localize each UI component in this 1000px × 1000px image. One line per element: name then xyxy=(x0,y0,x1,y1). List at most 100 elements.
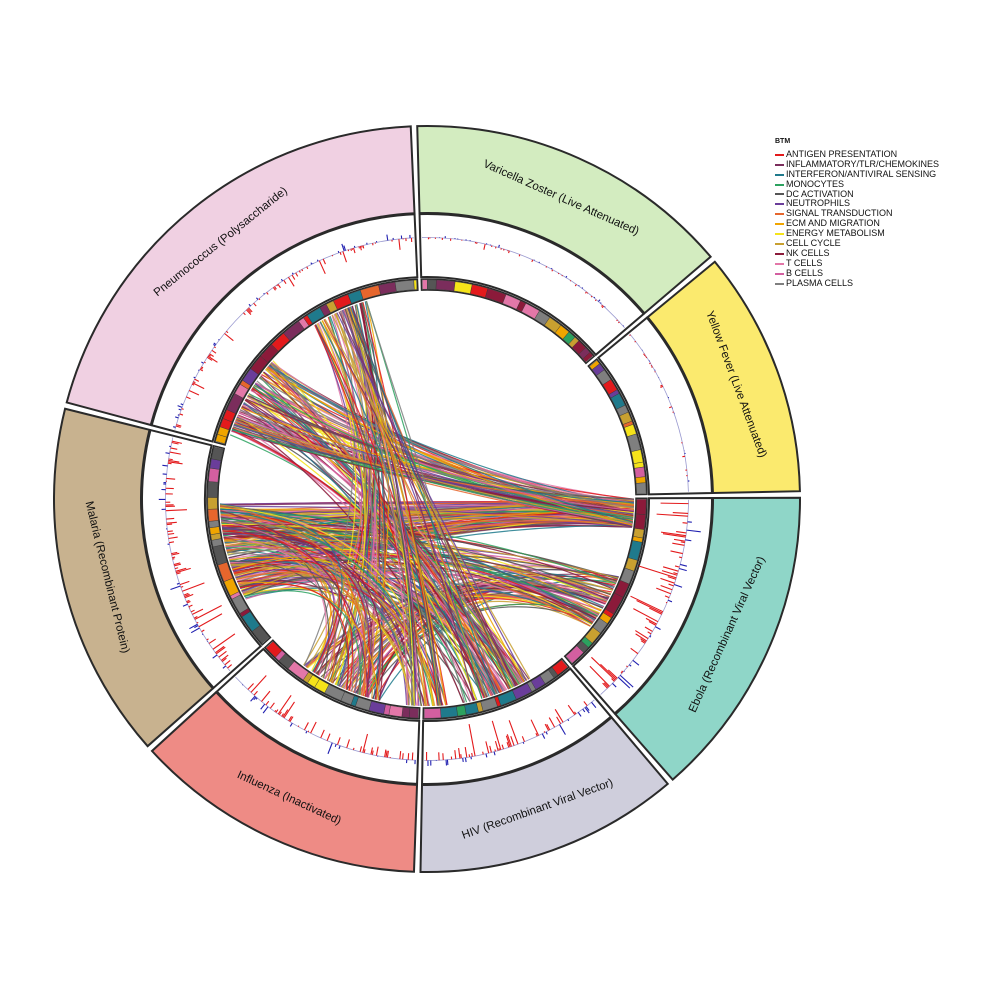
legend-swatch xyxy=(775,243,784,246)
track-bar xyxy=(334,744,337,748)
track-bar xyxy=(359,746,363,752)
track-bar xyxy=(341,243,345,252)
track-bar xyxy=(505,735,511,748)
legend-swatch xyxy=(775,252,784,255)
track-bar xyxy=(327,742,333,755)
track-bar xyxy=(565,275,568,278)
track-bar xyxy=(644,626,653,632)
track-bar xyxy=(207,355,218,363)
btm-block xyxy=(424,708,442,719)
track-bar xyxy=(471,752,473,757)
track-bar xyxy=(589,665,610,687)
track-bar xyxy=(680,541,685,544)
legend-swatch xyxy=(775,173,784,176)
legend-label: INFLAMMATORY/TLR/CHEMOKINES xyxy=(786,158,940,169)
track-bar xyxy=(648,621,657,626)
track-bar xyxy=(186,599,190,603)
track-bar xyxy=(266,292,269,295)
legend-title: BTM xyxy=(775,138,791,145)
track-bar xyxy=(305,731,308,734)
vaccine-sector-ring: Varicella Zoster (Live Attenuated)Yellow… xyxy=(53,125,801,873)
chord-link xyxy=(360,302,413,706)
track-bar xyxy=(531,259,534,263)
track-baseline xyxy=(600,499,689,695)
track-bar xyxy=(206,356,213,361)
track-bar xyxy=(174,563,182,567)
track-bar xyxy=(385,750,388,758)
track-bar xyxy=(215,646,226,655)
track-bar xyxy=(584,707,590,714)
legend-label: ECM AND MIGRATION xyxy=(786,218,880,229)
btm-block xyxy=(456,705,467,717)
legend-item: B CELLS xyxy=(775,268,939,279)
track-bar xyxy=(255,697,258,700)
track-bar xyxy=(291,274,296,280)
track-bar xyxy=(260,703,266,710)
track-bar xyxy=(165,452,170,455)
legend-swatch xyxy=(775,203,784,206)
legend-swatch xyxy=(775,213,784,216)
track-bar xyxy=(278,711,282,716)
track-bar xyxy=(601,305,605,309)
track-panel-1 xyxy=(418,213,646,357)
track-bar xyxy=(574,284,577,287)
track-bar xyxy=(162,464,168,467)
track-bar xyxy=(224,333,234,342)
chord-link xyxy=(347,307,511,689)
track-bar xyxy=(468,724,476,757)
track-bar xyxy=(282,709,289,718)
chord-link xyxy=(232,556,354,683)
btm-block xyxy=(207,497,218,510)
track-bar xyxy=(168,458,173,461)
track-bar xyxy=(246,309,252,315)
track-bar xyxy=(326,733,331,741)
track-bar xyxy=(667,599,673,603)
track-bar xyxy=(190,627,200,634)
track-bar xyxy=(209,353,214,357)
track-bar xyxy=(200,367,203,370)
legend-label: SIGNAL TRANSDUCTION xyxy=(786,208,893,219)
track-bar xyxy=(498,244,500,248)
track-bar xyxy=(168,536,178,540)
chord-link xyxy=(340,310,377,689)
track-bar xyxy=(664,595,670,599)
track-bar xyxy=(567,719,570,722)
track-bar xyxy=(362,733,369,753)
track-bar xyxy=(261,690,271,702)
chord-link xyxy=(220,507,434,706)
track-bar xyxy=(633,608,659,623)
track-bar xyxy=(189,623,198,630)
track-bar xyxy=(654,626,661,631)
track-bar xyxy=(186,396,191,400)
track-bar xyxy=(494,740,499,751)
track-bar xyxy=(310,721,317,734)
track-bar xyxy=(530,719,540,736)
track-bar xyxy=(221,657,227,663)
track-bar xyxy=(660,385,664,389)
track-bar xyxy=(199,368,204,372)
track-bar xyxy=(656,513,688,517)
track-bar xyxy=(283,701,295,719)
track-bar xyxy=(318,260,326,275)
track-bar xyxy=(194,625,199,629)
legend-swatch xyxy=(775,272,784,275)
btm-block xyxy=(207,481,219,498)
track-bar xyxy=(559,724,566,735)
btm-block xyxy=(212,544,228,566)
track-bar xyxy=(402,753,404,760)
track-bar xyxy=(602,682,608,689)
track-bar xyxy=(548,717,556,728)
track-bar xyxy=(339,252,342,256)
chord-link xyxy=(321,320,367,684)
legend-swatch xyxy=(775,193,784,196)
track-baseline xyxy=(165,437,231,672)
track-bar xyxy=(601,304,603,307)
track-bar xyxy=(621,670,624,673)
chord-link xyxy=(224,540,336,681)
chord-link xyxy=(268,364,633,523)
track-bar xyxy=(600,663,617,680)
btm-block xyxy=(211,446,224,461)
track-bar xyxy=(616,319,618,322)
legend-label: NEUTROPHILS xyxy=(786,198,851,209)
track-bar xyxy=(177,405,183,408)
